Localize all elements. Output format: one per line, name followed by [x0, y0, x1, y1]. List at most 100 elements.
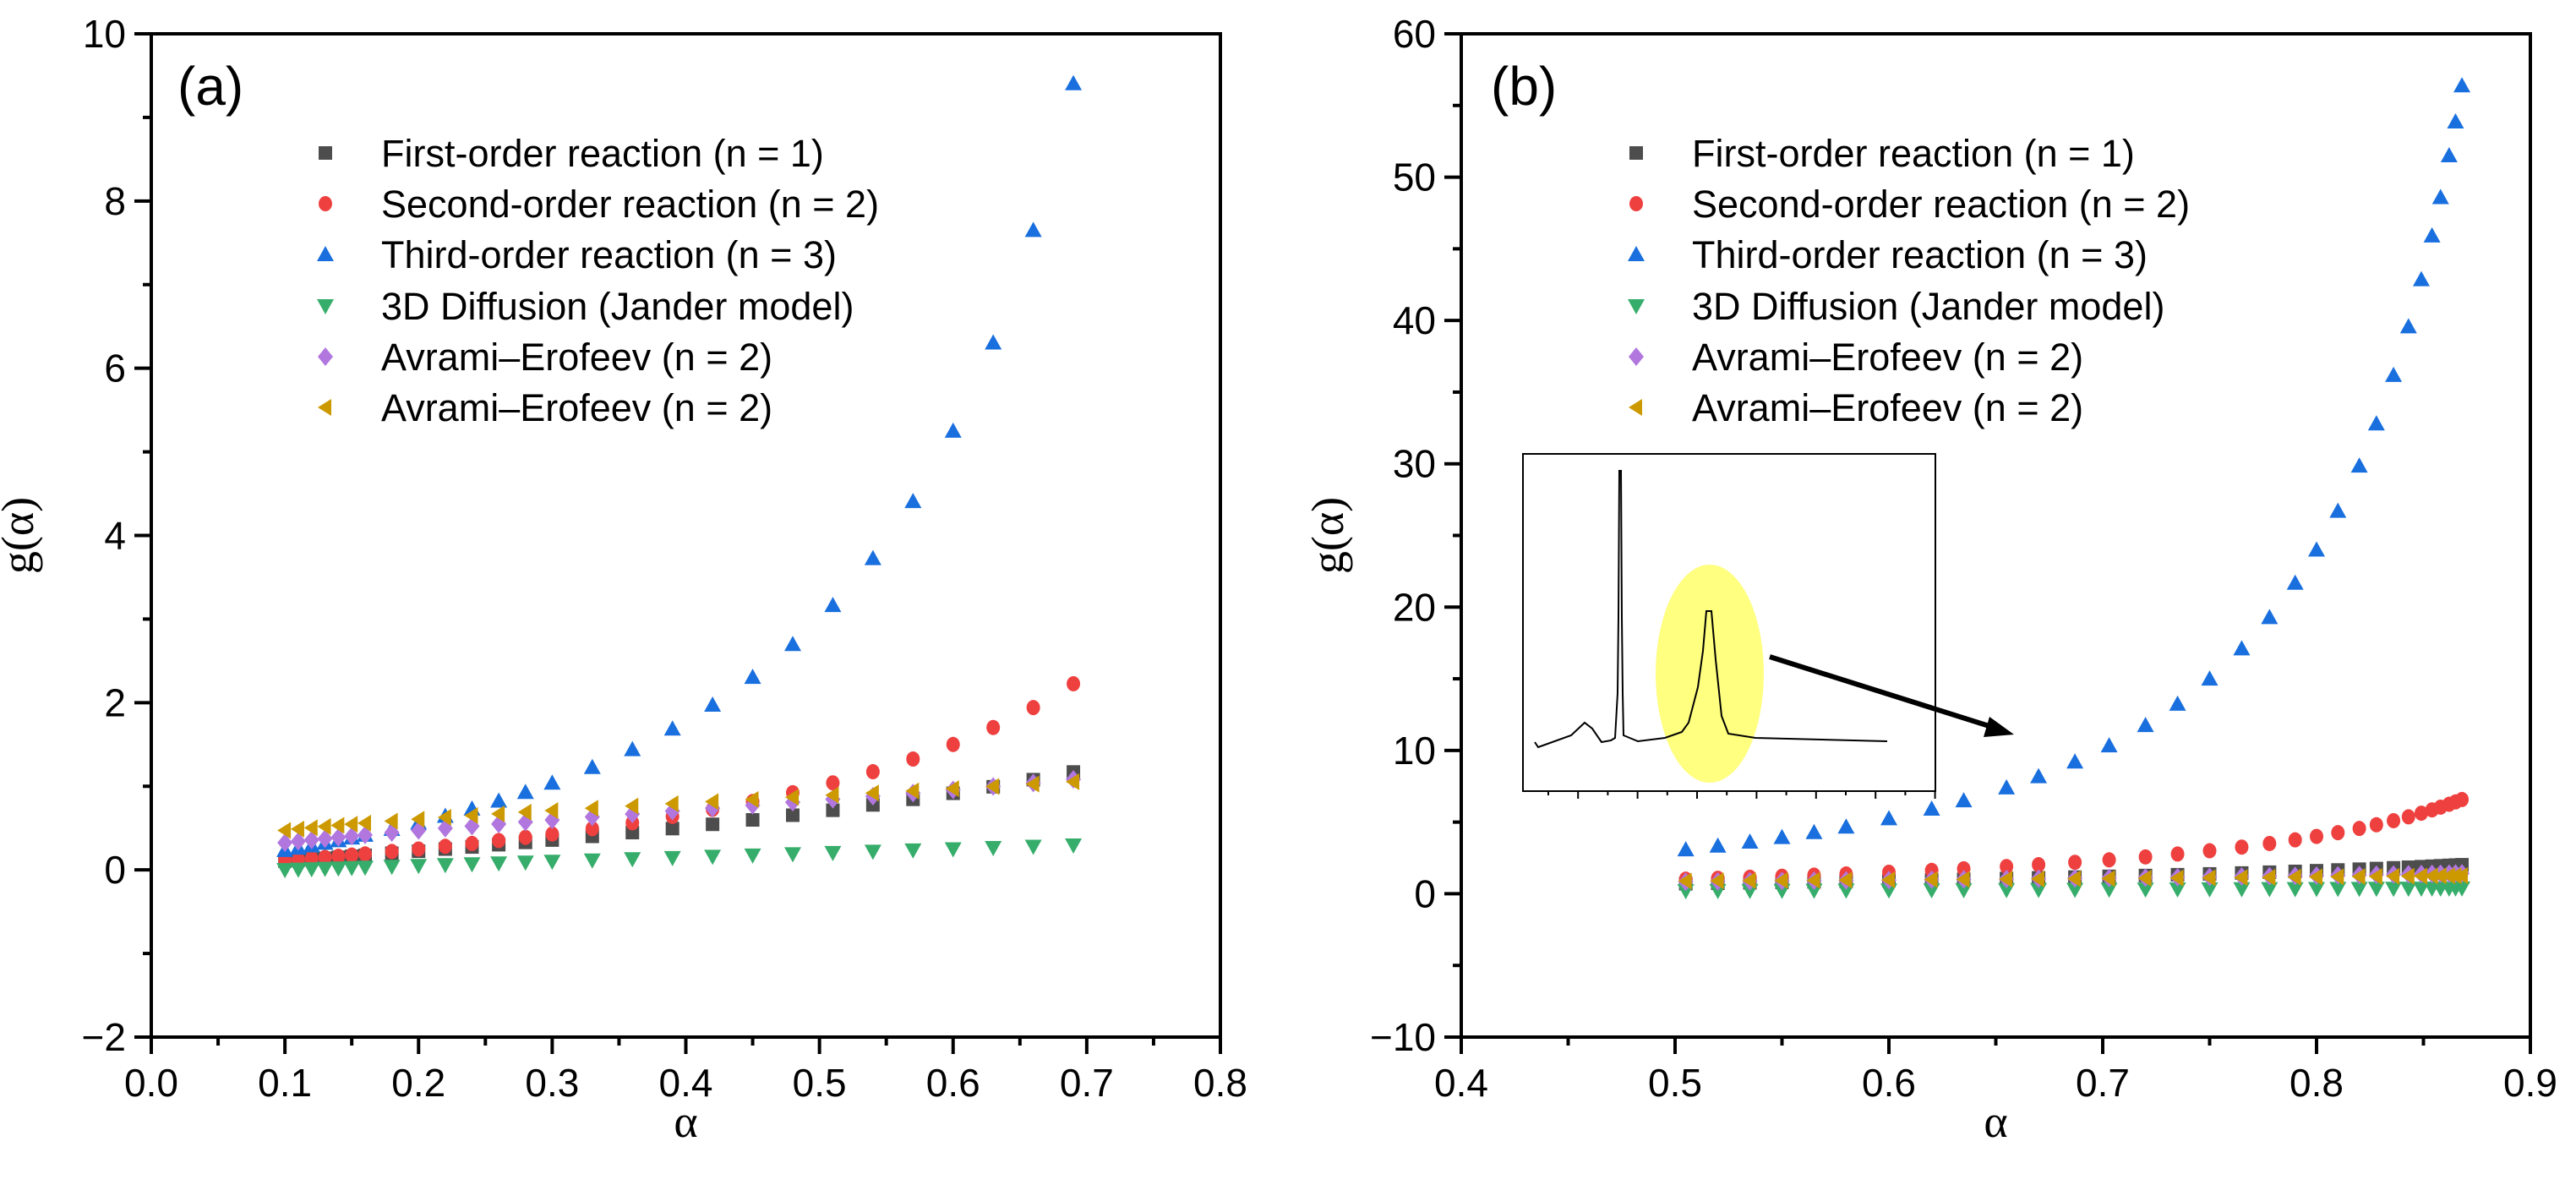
data-point	[1709, 837, 1727, 853]
legend-label: Third-order reaction (n = 3)	[1692, 233, 2148, 276]
data-point	[437, 808, 451, 826]
x-tick-label: 0.6	[926, 1061, 980, 1105]
y-tick-label: 6	[104, 347, 126, 390]
data-point	[2350, 457, 2368, 473]
data-point	[1026, 700, 1040, 716]
data-point	[2234, 869, 2248, 887]
legend-marker	[317, 299, 334, 314]
data-point	[490, 856, 508, 872]
data-point	[289, 862, 307, 878]
legend: First-order reaction (n = 1) Second-order…	[1628, 132, 2190, 429]
data-point	[516, 784, 534, 800]
data-point	[2329, 502, 2347, 518]
legend-marker	[317, 246, 334, 261]
data-point	[303, 862, 320, 878]
data-point	[826, 803, 840, 817]
data-point	[543, 774, 561, 790]
data-point	[2288, 832, 2302, 848]
data-point	[1923, 883, 1940, 899]
data-point	[2424, 867, 2438, 885]
data-point	[745, 790, 759, 808]
x-tick-label: 0.0	[124, 1061, 178, 1105]
data-point	[491, 805, 505, 822]
data-point	[944, 842, 962, 858]
data-point	[1805, 823, 1823, 839]
data-point	[663, 850, 681, 866]
data-point	[276, 863, 294, 879]
legend-label: First-order reaction (n = 1)	[1692, 132, 2135, 175]
data-point	[330, 827, 347, 847]
data-point	[946, 736, 960, 752]
data-point	[663, 720, 681, 736]
arrow-head-icon	[1984, 717, 2014, 737]
data-point	[2068, 855, 2082, 871]
y-tick-label: 0	[104, 848, 126, 892]
legend-label: Second-order reaction (n = 2)	[381, 183, 879, 226]
x-axis-label: α	[1984, 1096, 2007, 1147]
data-point	[2385, 882, 2403, 898]
legend-label: Second-order reaction (n = 2)	[1692, 183, 2190, 226]
data-point	[705, 793, 719, 811]
data-point	[985, 840, 1002, 856]
panel-a: 0.0 0.1 0.2 0.3 0.4 0.5 0.6 0.7 0.8 −2 0 2 4 6 8 10 α g(α…	[0, 12, 1247, 1147]
data-point	[1773, 828, 1791, 844]
data-point	[784, 847, 801, 863]
data-point	[303, 830, 319, 849]
data-point	[2352, 821, 2366, 837]
data-point	[745, 813, 760, 827]
data-point	[2454, 866, 2469, 884]
data-point	[904, 493, 922, 509]
data-point	[905, 782, 920, 800]
data-point	[1065, 74, 1083, 90]
x-tick-label: 0.5	[1648, 1061, 1702, 1105]
data-point	[2385, 366, 2403, 382]
legend-marker	[1629, 347, 1644, 366]
data-point	[490, 792, 508, 808]
data-point	[383, 860, 401, 876]
data-point	[385, 844, 399, 860]
data-point	[744, 669, 761, 685]
data-point	[2169, 695, 2186, 711]
x-tick-label: 0.7	[1060, 1061, 1114, 1105]
data-point	[2169, 882, 2186, 898]
data-point	[2308, 882, 2325, 898]
data-point	[2138, 849, 2153, 865]
y-tick-label: 2	[104, 680, 126, 724]
legend-label: 3D Diffusion (Jander model)	[1692, 285, 2164, 328]
y-tick-label: 30	[1393, 442, 1436, 486]
legend-label: 3D Diffusion (Jander model)	[381, 285, 854, 328]
data-point	[410, 859, 428, 875]
data-point	[2137, 870, 2152, 887]
data-point	[2100, 737, 2118, 753]
legend-marker	[1628, 299, 1645, 314]
data-point	[2351, 868, 2366, 886]
x-axis-label: α	[674, 1096, 697, 1147]
data-point	[2261, 882, 2279, 898]
data-point	[2169, 869, 2184, 887]
data-point	[2170, 846, 2185, 862]
data-point	[2399, 882, 2417, 898]
data-point	[1774, 871, 1788, 889]
data-point	[585, 821, 599, 837]
data-point	[985, 334, 1002, 350]
y-axis-label: g(α)	[1302, 497, 1353, 574]
data-point	[665, 822, 679, 836]
legend-marker	[1629, 146, 1643, 160]
data-point	[865, 784, 879, 802]
y-tick-label: 4	[104, 514, 126, 558]
data-point	[944, 422, 962, 438]
data-point	[2367, 415, 2385, 431]
data-point	[1838, 871, 1853, 889]
data-point	[2331, 825, 2345, 841]
data-point	[1999, 871, 2013, 888]
data-point	[331, 849, 346, 865]
data-point	[2412, 270, 2430, 287]
data-point	[786, 808, 800, 822]
spectrum-line	[1534, 470, 1888, 749]
legend-label: Avrami–Erofeev (n = 2)	[1692, 336, 2083, 379]
data-point	[906, 751, 920, 767]
data-point	[2329, 882, 2347, 898]
data-point	[664, 795, 679, 812]
legend-label: Third-order reaction (n = 3)	[381, 233, 837, 276]
data-point	[706, 817, 720, 832]
